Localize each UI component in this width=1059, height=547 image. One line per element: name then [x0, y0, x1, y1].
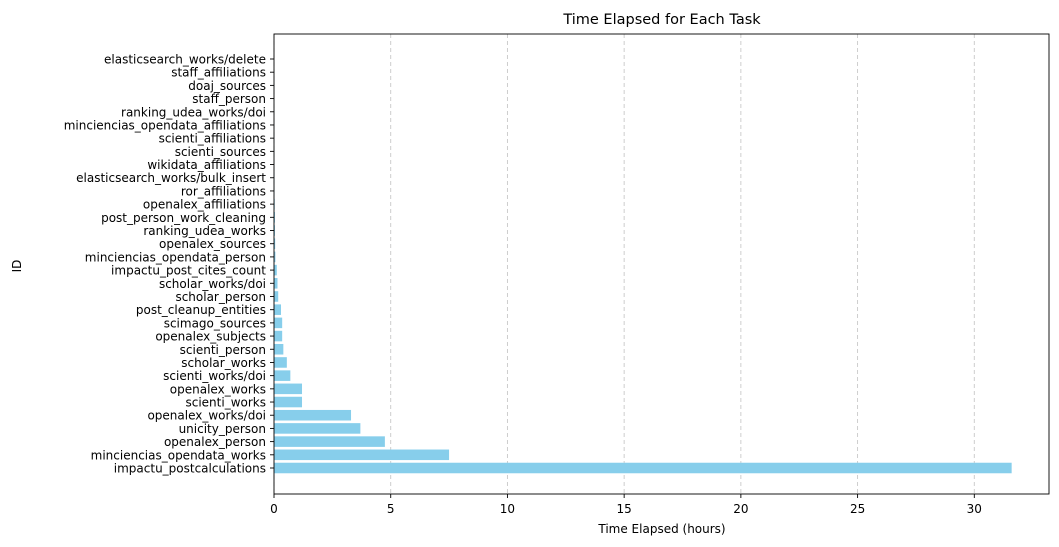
y-tick-label: scienti_works/doi	[163, 369, 266, 383]
y-tick-label: scienti_works	[185, 396, 266, 410]
y-tick-label: impactu_postcalculations	[114, 462, 266, 476]
chart-title: Time Elapsed for Each Task	[562, 12, 761, 28]
bar	[274, 383, 303, 395]
bar	[274, 291, 279, 302]
y-tick-label: scholar_person	[175, 290, 266, 304]
bar	[274, 317, 283, 329]
y-tick-label: minciencias_opendata_works	[91, 448, 266, 462]
y-tick-label: scholar_works/doi	[159, 277, 266, 291]
bar	[274, 370, 291, 381]
bar	[274, 436, 385, 447]
x-axis-label: Time Elapsed (hours)	[597, 522, 725, 536]
bar	[274, 264, 277, 276]
y-tick-label: scienti_affiliations	[159, 132, 266, 146]
y-tick-label: scienti_sources	[175, 145, 266, 159]
tick-labels: 0 5 10 15 20 25 30impactu_postcalculationsminc…	[64, 53, 982, 517]
y-tick-label: scimago_sources	[164, 316, 266, 330]
y-tick-label: post_person_work_cleaning	[101, 211, 266, 225]
bar	[274, 225, 275, 236]
x-tick-label: 25	[850, 502, 865, 516]
bar	[274, 304, 282, 315]
y-tick-label: ranking_udea_works/doi	[121, 105, 266, 119]
bar	[274, 238, 276, 249]
y-tick-label: ror_affiliations	[181, 184, 266, 198]
y-tick-label: doaj_sources	[188, 79, 266, 93]
x-tick-label: 20	[733, 502, 748, 516]
grid-lines	[273, 34, 975, 494]
y-tick-label: staff_person	[192, 92, 266, 106]
y-tick-label: minciencias_opendata_affiliations	[64, 118, 266, 132]
y-tick-label: staff_affiliations	[171, 66, 266, 80]
y-tick-label: scienti_person	[180, 343, 266, 357]
bar	[274, 343, 284, 355]
y-tick-label: minciencias_opendata_person	[85, 250, 266, 264]
bar	[274, 357, 287, 368]
y-tick-label: ranking_udea_works	[143, 224, 266, 238]
y-axis-label: ID	[10, 260, 24, 273]
bar	[274, 396, 303, 408]
bar	[274, 409, 352, 421]
y-tick-label: post_cleanup_entities	[136, 303, 266, 317]
bar	[274, 330, 283, 342]
x-tick-label: 5	[387, 502, 395, 516]
bar	[274, 251, 276, 263]
y-tick-label: openalex_person	[164, 435, 266, 449]
y-tick-label: unicity_person	[179, 422, 266, 436]
y-tick-label: openalex_subjects	[155, 330, 266, 344]
y-tick-label: wikidata_affiliations	[147, 158, 266, 172]
bar	[274, 462, 1012, 474]
bar	[274, 449, 450, 461]
y-tick-label: impactu_post_cites_count	[111, 264, 266, 278]
y-tick-label: openalex_affiliations	[143, 198, 266, 212]
x-tick-label: 15	[617, 502, 632, 516]
axes	[270, 33, 1050, 498]
bar	[274, 423, 361, 434]
y-tick-label: openalex_works/doi	[147, 409, 266, 423]
y-tick-label: openalex_sources	[159, 237, 266, 251]
bar	[274, 278, 278, 289]
y-tick-label: scholar_works	[181, 356, 266, 370]
x-tick-label: 0	[270, 502, 278, 516]
x-tick-label: 10	[500, 502, 515, 516]
y-tick-label: elasticsearch_works/bulk_insert	[76, 171, 266, 185]
x-tick-label: 30	[967, 502, 982, 516]
bars	[274, 53, 1012, 474]
y-tick-label: elasticsearch_works/delete	[104, 53, 266, 67]
y-tick-label: openalex_works	[170, 382, 266, 396]
bar	[274, 212, 275, 223]
plot-frame	[273, 33, 1050, 495]
